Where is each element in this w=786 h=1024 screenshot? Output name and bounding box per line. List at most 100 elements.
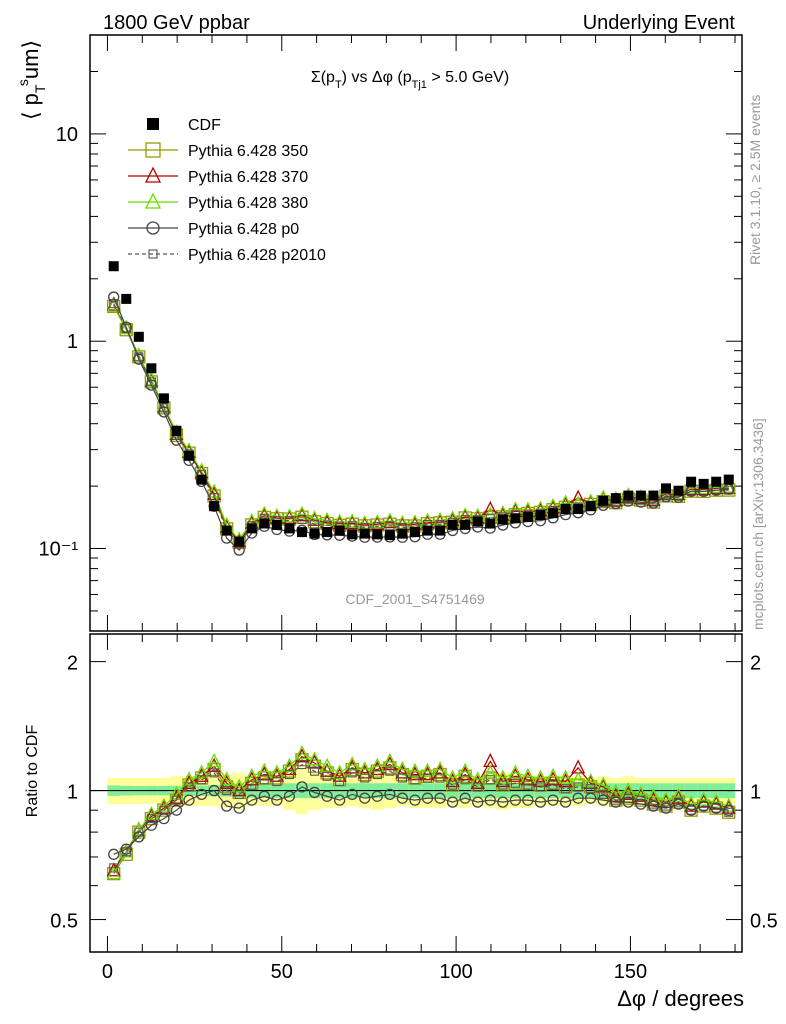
point-circle xyxy=(484,794,496,806)
ratio-series-layer xyxy=(106,745,736,881)
point-cdf xyxy=(234,536,245,547)
point-triangle xyxy=(721,799,736,814)
point-triangle xyxy=(571,771,586,786)
point-triangle xyxy=(508,767,523,782)
point-square-small xyxy=(322,771,332,781)
svg-text:⟨ pTsum⟩: ⟨ pTsum⟩ xyxy=(15,40,48,120)
point-circle xyxy=(208,784,220,797)
point-circle xyxy=(635,798,647,810)
point-square xyxy=(132,350,146,364)
point-triangle xyxy=(307,751,322,766)
point-cdf xyxy=(108,261,119,272)
point-triangle xyxy=(144,805,159,821)
point-cdf xyxy=(548,508,559,519)
x-axis: 0 50 100 150 xyxy=(102,35,736,983)
point-circle xyxy=(108,291,120,303)
series-line xyxy=(113,296,729,551)
analysis-watermark: CDF_2001_S4751469 xyxy=(345,591,485,607)
point-triangle xyxy=(646,791,661,806)
legend-label: Pythia 6.428 p0 xyxy=(188,221,299,238)
y-tick-label: 1 xyxy=(67,331,78,353)
point-cdf xyxy=(259,518,270,529)
point-square-small xyxy=(535,782,546,792)
point-triangle xyxy=(558,769,573,784)
ratio-tick-label-right: 1 xyxy=(750,782,761,804)
point-square-small xyxy=(234,789,244,799)
point-triangle xyxy=(131,821,146,836)
point-square-small xyxy=(473,782,483,792)
point-cdf xyxy=(158,393,169,404)
point-circle xyxy=(672,798,685,810)
point-cdf xyxy=(573,504,584,515)
point-cdf xyxy=(246,523,257,534)
point-cdf xyxy=(397,528,408,539)
point-triangle xyxy=(621,782,636,797)
point-circle xyxy=(697,800,710,812)
point-cdf xyxy=(221,525,232,536)
point-cdf xyxy=(698,478,709,489)
point-cdf xyxy=(623,490,634,501)
series-line xyxy=(113,303,729,545)
main-series-1 xyxy=(107,299,736,550)
point-circle xyxy=(120,843,132,855)
point-circle xyxy=(396,792,409,804)
point-circle xyxy=(296,781,308,793)
point-triangle xyxy=(470,771,485,786)
point-square-small xyxy=(548,780,558,790)
point-square-small xyxy=(297,760,307,770)
point-triangle xyxy=(445,773,460,788)
rivet-side-label: Rivet 3.1.10, ≥ 2.5M events xyxy=(747,95,763,265)
main-series-2 xyxy=(106,296,736,548)
point-square-small xyxy=(686,805,696,815)
point-circle xyxy=(446,796,459,808)
point-triangle xyxy=(407,766,423,781)
point-square-small xyxy=(523,780,533,790)
point-triangle xyxy=(181,774,197,789)
point-circle xyxy=(133,831,145,843)
point-triangle xyxy=(508,764,523,779)
point-triangle xyxy=(658,793,674,808)
point-square-small xyxy=(498,780,508,790)
point-triangle xyxy=(420,762,435,777)
main-series-5 xyxy=(109,299,734,548)
point-circle xyxy=(346,788,358,800)
point-square-small xyxy=(422,773,433,783)
point-cdf xyxy=(422,525,433,536)
point-triangle xyxy=(696,791,711,806)
point-triangle xyxy=(294,745,310,760)
point-cdf xyxy=(522,511,533,522)
legend-label: Pythia 6.428 380 xyxy=(188,195,308,212)
main-series-layer xyxy=(106,261,736,556)
point-cdf xyxy=(711,476,722,487)
ratio-tick-label-right: 2 xyxy=(750,653,761,675)
point-square-small xyxy=(397,773,407,783)
point-cdf xyxy=(409,527,420,538)
point-circle xyxy=(685,804,697,816)
point-circle xyxy=(434,792,446,804)
point-square xyxy=(144,375,159,389)
point-cdf xyxy=(485,518,496,529)
point-circle xyxy=(547,794,559,806)
point-cdf xyxy=(497,514,508,525)
point-square-small xyxy=(109,299,119,309)
legend-label: CDF xyxy=(188,117,221,134)
point-triangle xyxy=(684,797,699,812)
point-square-small xyxy=(699,801,709,811)
point-cdf xyxy=(535,510,546,521)
point-circle xyxy=(183,794,195,806)
point-circle xyxy=(145,379,158,391)
point-square-small xyxy=(711,803,721,813)
point-square-small xyxy=(485,775,495,785)
point-circle xyxy=(459,792,471,804)
point-square-small xyxy=(561,784,571,794)
point-square-small xyxy=(272,776,282,787)
ratio-tick-label-left: 2 xyxy=(67,653,78,675)
chart-title: Σ(pT) vs Δφ (pTj1 > 5.0 GeV) xyxy=(311,69,509,91)
main-axes: 10 1 10⁻¹ xyxy=(39,34,742,632)
main-plot-frame xyxy=(89,34,743,632)
point-cdf xyxy=(359,528,370,539)
point-triangle xyxy=(545,771,561,786)
point-square-small xyxy=(284,770,294,780)
ratio-series-2 xyxy=(106,748,736,877)
point-triangle xyxy=(357,514,372,530)
